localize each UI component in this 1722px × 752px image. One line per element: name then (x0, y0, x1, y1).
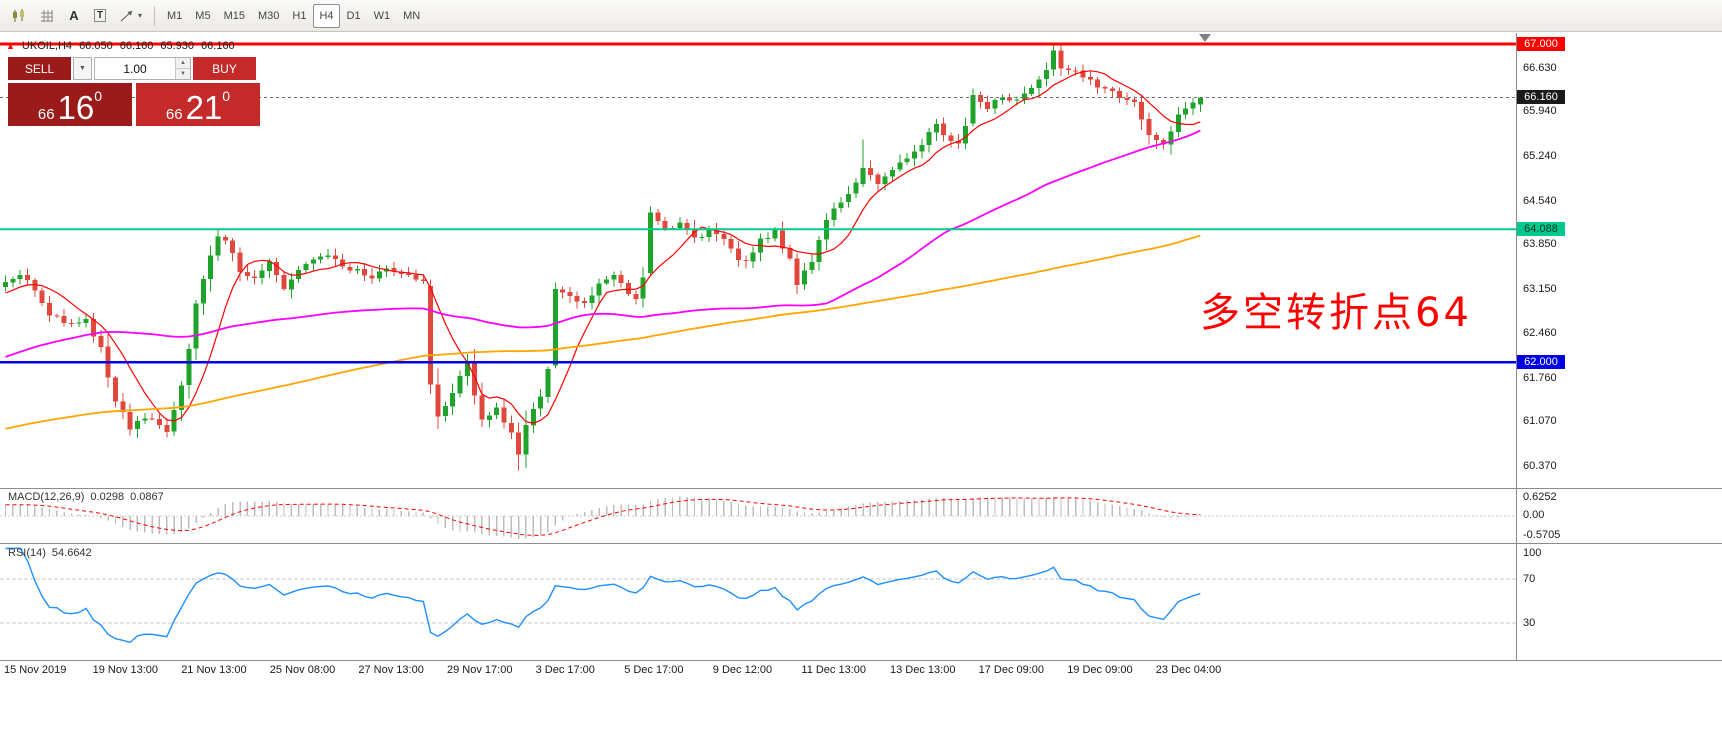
timeframe-button-m30[interactable]: M30 (257, 9, 280, 22)
buy-price-big-figure: 66 (165, 106, 183, 123)
macd-indicator-label: MACD(12,26,9) 0.0298 0.0867 (8, 491, 164, 503)
ohlc-close: 66.160 (201, 40, 235, 52)
rsi-pane (0, 547, 1516, 644)
pane-divider-macd-rsi[interactable] (0, 543, 1722, 544)
volume-dropdown-button[interactable]: ▼ (73, 57, 92, 80)
price-chart (0, 42, 1516, 471)
sell-price-big-figure: 66 (37, 106, 55, 123)
macd-main-value: 0.0298 (90, 491, 125, 503)
macd-pane (0, 496, 1516, 539)
caret-down-icon: ▼ (79, 65, 86, 72)
timeframe-button-d1[interactable]: D1 (346, 9, 361, 22)
candlestick-series (3, 44, 1203, 471)
volume-decrease-button[interactable]: ▼ (176, 69, 190, 79)
macd-signal-value: 0.0867 (130, 491, 164, 503)
timeframe-button-mn[interactable]: MN (403, 9, 421, 22)
volume-spinner: ▲ ▼ (175, 58, 190, 79)
price-tiles-row: 66 16 0 66 21 0 (8, 83, 260, 126)
rsi-indicator-label: RSI(14) 54.6642 (8, 547, 92, 559)
sell-price-fraction: 0 (94, 88, 103, 104)
volume-increase-button[interactable]: ▲ (176, 58, 190, 69)
macd-name: MACD(12,26,9) (8, 491, 85, 503)
trade-controls-row: SELL ▼ ▲ ▼ BUY (8, 57, 260, 80)
buy-price-tile[interactable]: 66 21 0 (136, 83, 260, 126)
macd-histogram (4, 496, 1202, 539)
ma-fast-line (5, 70, 1201, 424)
grid-icon (41, 9, 53, 22)
sell-price-pips: 16 (57, 89, 95, 126)
rsi-name: RSI(14) (8, 547, 46, 559)
one-click-trading-panel: SELL ▼ ▲ ▼ BUY 66 16 0 66 21 0 (8, 57, 260, 126)
main-toolbar: A T ▾ M1 M5 M15 M30 H1 H4 D1 W1 MN (0, 0, 1722, 32)
ma-slow-line (5, 234, 1201, 430)
ohlc-open: 66.050 (79, 40, 113, 52)
timeframe-button-m1[interactable]: M1 (167, 9, 183, 22)
candlestick-chart-icon (13, 8, 24, 22)
chart-annotation-text: 多空转折点64 (1200, 290, 1472, 336)
chart-shift-marker[interactable] (1199, 34, 1211, 42)
pane-divider-main-macd[interactable] (0, 488, 1722, 489)
ohlc-high: 66.160 (119, 40, 154, 52)
candlestick-chart-button[interactable] (5, 4, 33, 28)
price-axis-border (1516, 33, 1517, 660)
grid-button[interactable] (33, 4, 61, 28)
text-box-icon: T (93, 9, 107, 22)
sell-button[interactable]: SELL (8, 57, 71, 80)
buy-price-pips: 21 (185, 89, 223, 126)
symbol-name: UKOIL,H4 (21, 40, 73, 52)
macd-signal-line (5, 497, 1201, 536)
ma-medium-line (5, 129, 1201, 358)
dropdown-caret-icon: ▾ (138, 11, 143, 20)
timeframe-button-w1[interactable]: W1 (373, 9, 391, 22)
text-box-button[interactable]: T (87, 4, 113, 28)
sell-price-tile[interactable]: 66 16 0 (8, 83, 132, 126)
line-tool-icon (120, 10, 133, 21)
rsi-line (5, 547, 1201, 644)
line-anchor-icon: ▲ (6, 41, 15, 51)
time-axis-border (0, 660, 1722, 661)
timeframe-switcher: M1 M5 M15 M30 H1 H4 D1 W1 MN (161, 3, 426, 28)
text-label-button[interactable]: A (61, 4, 87, 28)
volume-input[interactable] (95, 58, 175, 79)
line-tool-button[interactable]: ▾ (113, 4, 148, 28)
timeframe-button-h1[interactable]: H1 (292, 9, 307, 22)
symbol-ohlc-label: ▲ UKOIL,H4 66.050 66.160 65.930 66.160 (6, 40, 235, 52)
toolbar-separator (154, 5, 156, 26)
timeframe-button-m15[interactable]: M15 (223, 9, 245, 22)
text-label-icon: A (69, 8, 79, 23)
timeframe-button-h4[interactable]: H4 (313, 3, 340, 28)
buy-price-fraction: 0 (222, 88, 231, 104)
ohlc-low: 65.930 (160, 40, 195, 52)
volume-field: ▲ ▼ (94, 57, 191, 80)
buy-button[interactable]: BUY (193, 57, 256, 80)
rsi-value: 54.6642 (51, 547, 92, 559)
timeframe-button-m5[interactable]: M5 (195, 9, 211, 22)
